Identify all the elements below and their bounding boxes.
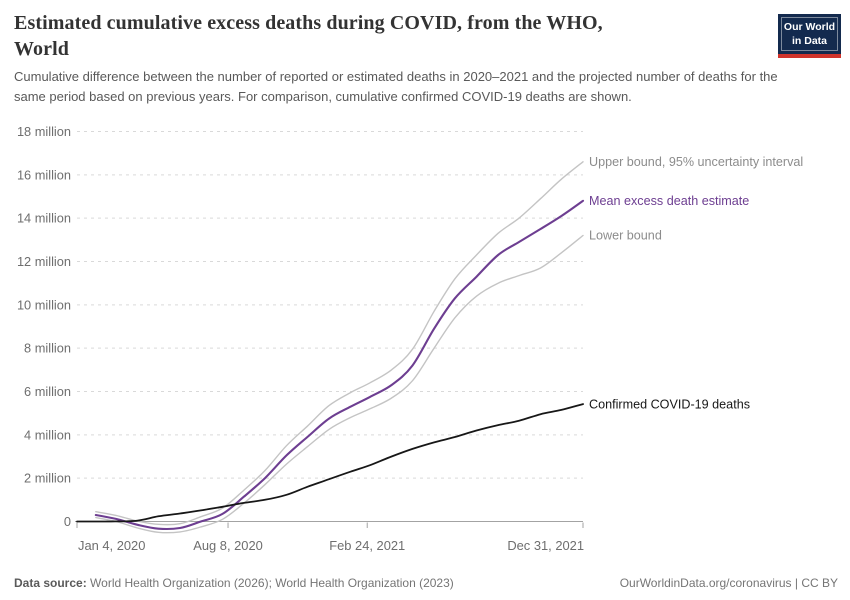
series-label-upper-bound: Upper bound, 95% uncertainty interval [589,155,803,169]
x-axis-label: Feb 24, 2021 [329,538,405,553]
series-line-lower-bound [95,234,584,534]
y-axis-label: 18 million [17,124,71,139]
datasource-label: Data source: [14,576,87,590]
owid-logo-text: Our World in Data [781,17,838,52]
x-axis-label: Dec 31, 2021 [507,538,584,553]
footer-credit-link[interactable]: OurWorldinData.org/coronavirus | CC BY [619,576,838,590]
y-axis-label: 14 million [17,211,71,226]
series-label-mean-estimate: Mean excess death estimate [589,194,749,208]
x-axis-label: Aug 8, 2020 [193,538,263,553]
page-title: Estimated cumulative excess deaths durin… [14,12,603,61]
series-label-confirmed-deaths: Confirmed COVID-19 deaths [589,397,750,411]
y-axis-label: 16 million [17,167,71,182]
y-axis-label: 4 million [24,427,71,442]
series-label-lower-bound: Lower bound [589,229,662,243]
x-axis-label: Jan 4, 2020 [78,538,145,553]
series-line-upper-bound [95,161,584,526]
footer-datasource: Data source: World Health Organization (… [14,576,454,590]
y-axis-label: 0 [64,514,71,529]
y-axis-label: 10 million [17,297,71,312]
y-axis-label: 6 million [24,384,71,399]
series-line-mean-estimate [94,199,585,531]
y-axis-label: 2 million [24,471,71,486]
page-subtitle: Cumulative difference between the number… [14,69,778,104]
series-line-confirmed-deaths [76,403,584,523]
datasource-value: World Health Organization (2026); World … [86,576,454,590]
owid-logo[interactable]: Our World in Data [778,14,841,59]
y-axis-label: 12 million [17,254,71,269]
y-axis-label: 8 million [24,341,71,356]
chart-footer: Data source: World Health Organization (… [14,576,838,590]
